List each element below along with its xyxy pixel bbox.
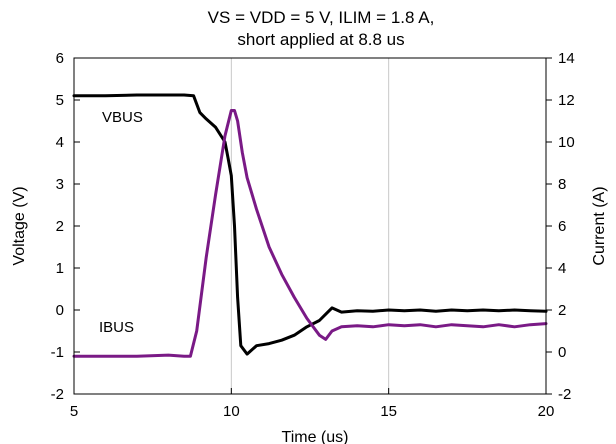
x-tick-label: 15 (380, 403, 397, 420)
y-right-tick-label: 8 (558, 176, 566, 193)
x-tick-label: 5 (70, 403, 78, 420)
vertical-gridlines (230, 58, 390, 394)
chart-title: VS = VDD = 5 V, ILIM = 1.8 A, (208, 8, 435, 27)
y-axis-left-label: Voltage (V) (11, 186, 28, 265)
y-right-tick-label: 6 (558, 218, 566, 235)
y-right-tick-label: -2 (558, 386, 571, 403)
series-line-vbus (72, 93, 548, 356)
vbus-series-label: VBUS (102, 109, 143, 126)
y-right-tick-label: 0 (558, 344, 566, 361)
y-left-tick-label: 2 (56, 218, 64, 235)
x-tick-label: 20 (538, 403, 555, 420)
series-layer (72, 93, 548, 358)
y-right-tick-label: 10 (558, 134, 575, 151)
plot-frame (73, 57, 547, 395)
y-right-tick-label: 2 (558, 302, 566, 319)
y-left-tick-label: 0 (56, 302, 64, 319)
y-left-tick-label: 5 (56, 92, 64, 109)
y-right-tick-label: 12 (558, 92, 575, 109)
ibus-series-label: IBUS (99, 319, 134, 336)
y-right-tick-label: 4 (558, 260, 566, 277)
y-left-tick-label: -1 (51, 344, 64, 361)
y-axis-right-label: Current (A) (591, 186, 608, 265)
x-tick-label: 10 (223, 403, 240, 420)
x-axis-label: Time (us) (282, 429, 349, 444)
series-line-ibus (72, 109, 548, 358)
y-left-tick-label: -2 (51, 386, 64, 403)
y-left-tick-label: 4 (56, 134, 64, 151)
chart-subtitle: short applied at 8.8 us (237, 30, 404, 49)
y-right-tick-label: 14 (558, 50, 575, 67)
y-left-tick-label: 6 (56, 50, 64, 67)
y-left-tick-label: 1 (56, 260, 64, 277)
y-left-tick-label: 3 (56, 176, 64, 193)
